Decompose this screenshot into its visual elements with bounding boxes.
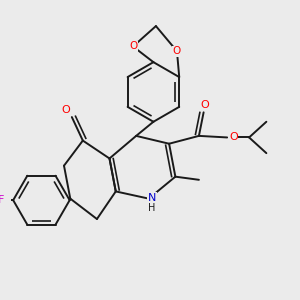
Text: O: O — [229, 132, 238, 142]
Text: F: F — [0, 195, 4, 205]
Text: O: O — [62, 105, 70, 115]
Text: N: N — [148, 193, 156, 203]
Text: H: H — [148, 203, 155, 213]
Text: O: O — [129, 41, 137, 52]
Text: O: O — [201, 100, 210, 110]
Text: O: O — [173, 46, 181, 56]
